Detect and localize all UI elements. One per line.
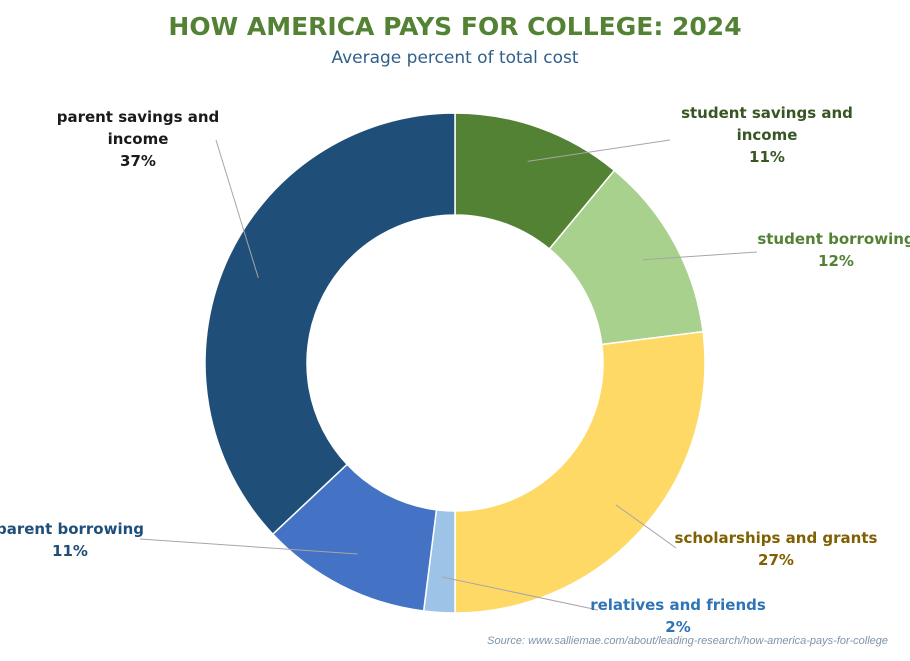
leader-line xyxy=(642,251,758,261)
source-note: Source: www.salliemae.com/about/leading-… xyxy=(487,635,888,647)
slice-value-label: 2% xyxy=(665,618,690,636)
leader-line xyxy=(615,504,677,549)
slice-category-label: scholarships and grants xyxy=(675,529,878,547)
slice-parent-savings-and-income xyxy=(204,112,456,536)
leader-line xyxy=(527,139,671,162)
slice-category-label: relatives and friends xyxy=(590,596,766,614)
leader-line xyxy=(139,538,358,555)
slice-value-label: 27% xyxy=(758,551,794,569)
slice-category-label: student borrowing xyxy=(757,230,910,248)
slice-value-label: 11% xyxy=(749,148,785,166)
slice-value-label: 11% xyxy=(52,542,88,560)
chart-subtitle: Average percent of total cost xyxy=(331,48,579,68)
slice-category-label: parent savings and xyxy=(57,108,220,126)
slice-value-label: 37% xyxy=(120,152,156,170)
slice-category-label: parent borrowing xyxy=(0,520,144,538)
leader-line xyxy=(441,576,599,611)
slice-value-label: 12% xyxy=(818,252,854,270)
slice-category-label: income xyxy=(108,130,169,148)
chart-title: HOW AMERICA PAYS FOR COLLEGE: 2024 xyxy=(168,12,742,41)
slice-category-label: student savings and xyxy=(681,104,853,122)
slice-scholarships-and-grants xyxy=(454,330,706,614)
leader-line xyxy=(215,139,259,279)
slice-category-label: income xyxy=(737,126,798,144)
